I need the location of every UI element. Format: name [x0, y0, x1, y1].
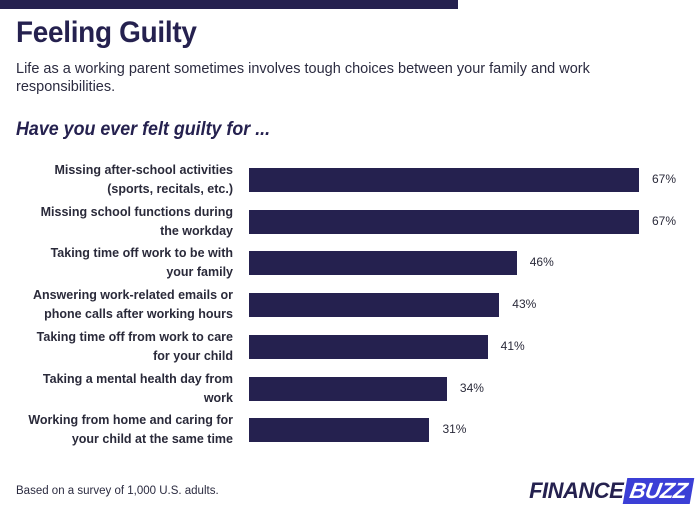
category-label: Missing after-school activities (sports, …: [3, 161, 233, 199]
bar: [249, 334, 488, 359]
value-label: 43%: [512, 297, 537, 312]
value-label: 41%: [500, 338, 525, 353]
category-label-line: phone calls after working hours: [44, 307, 233, 322]
bar: [249, 209, 639, 234]
logo-text-buzz: BUZZ: [623, 478, 695, 504]
value-label: 34%: [459, 380, 484, 395]
category-label: Working from home and caring for your chi…: [3, 411, 233, 449]
chart-title: Feeling Guilty: [16, 16, 197, 49]
value-label: 67%: [652, 213, 677, 228]
category-label: Taking a mental health day from work: [3, 370, 233, 408]
bar-chart: Missing after-school activities (sports, …: [0, 158, 700, 458]
category-label-line: work: [203, 390, 233, 405]
value-label: 31%: [442, 422, 467, 437]
category-label: Answering work-related emails or phone ca…: [3, 286, 233, 324]
bar: [249, 251, 517, 276]
chart-subtitle: Life as a working parent sometimes invol…: [16, 61, 590, 95]
footnote: Based on a survey of 1,000 U.S. adults.: [16, 485, 219, 497]
category-label-line: Missing after-school activities: [54, 163, 233, 177]
category-label-line: Answering work-related emails or: [32, 288, 233, 303]
category-label: Missing school functions during the workd…: [3, 203, 233, 241]
bar: [249, 293, 500, 318]
bar: [249, 418, 430, 443]
category-label-line: your family: [166, 265, 233, 280]
category-label-line: the workday: [160, 223, 233, 238]
category-label-line: Taking a mental health day from: [42, 371, 233, 386]
category-label-line: Missing school functions during: [40, 204, 233, 219]
bar: [249, 376, 447, 401]
value-label: 46%: [529, 255, 554, 270]
logo-text-finance: FINANCE: [529, 478, 624, 503]
category-label-line: for your child: [153, 348, 233, 363]
category-label-line: (sports, recitals, etc.): [107, 182, 233, 196]
bar: [249, 168, 639, 192]
category-label-line: your child at the same time: [71, 432, 233, 447]
top-rule: [0, 0, 458, 9]
category-label-line: Working from home and caring for: [28, 413, 233, 428]
category-label: Taking time off from work to care for you…: [3, 328, 233, 366]
category-label-line: Taking time off from work to care: [36, 329, 233, 344]
category-label: Taking time off work to be with your fami…: [3, 244, 233, 282]
value-label: 67%: [652, 172, 677, 186]
survey-question: Have you ever felt guilty for ...: [16, 119, 271, 140]
category-label-line: Taking time off work to be with: [50, 246, 233, 261]
financebuzz-logo: FINANCE BUZZ: [529, 477, 695, 505]
